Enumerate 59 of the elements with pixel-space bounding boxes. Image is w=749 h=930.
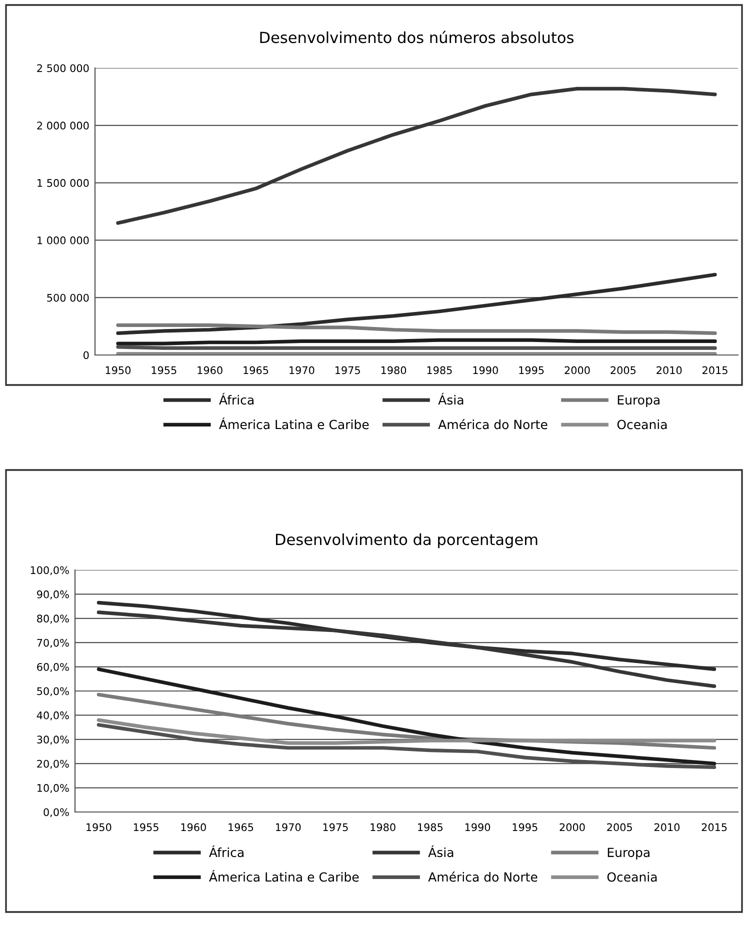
y-tick-label: 2 000 000	[37, 122, 89, 130]
legend-label: Oceania	[617, 420, 667, 430]
x-tick-label: 2015	[702, 366, 728, 374]
y-tick-label: 2 500 000	[37, 64, 89, 72]
legend-label: África	[209, 845, 244, 858]
y-tick-label: 1 500 000	[38, 179, 89, 187]
y-tick-label: 10,0%	[38, 784, 69, 793]
x-tick-label: 1975	[335, 366, 360, 374]
x-tick-label: 1980	[370, 823, 396, 832]
y-tick-label: 70,0%	[37, 638, 69, 648]
y-tick-label: 20,0%	[37, 760, 69, 769]
y-tick-label: 0,0%	[44, 808, 69, 818]
x-tick-label: 2005	[607, 823, 632, 832]
x-tick-label: 2010	[654, 823, 680, 832]
y-tick-label: 80,0%	[37, 614, 69, 624]
x-tick-label: 2005	[610, 366, 636, 374]
x-tick-label: 1955	[152, 366, 176, 374]
legend-label: América do Norte	[428, 872, 538, 882]
x-tick-label: 1990	[465, 823, 490, 832]
legend-label: América do Norte	[438, 419, 548, 430]
x-tick-label: 1965	[228, 823, 254, 832]
legend-label: Ásia	[438, 392, 464, 405]
y-tick-label: 1 000 000	[38, 236, 89, 244]
y-tick-label: 50,0%	[37, 687, 69, 696]
x-tick-label: 2000	[560, 823, 585, 832]
chart-title: Desenvolvimento dos números absolutos	[260, 30, 574, 44]
legend-label: Europa	[608, 848, 650, 860]
y-tick-label: 60,0%	[37, 663, 69, 672]
x-tick-label: 1955	[134, 823, 158, 832]
x-tick-label: 1960	[181, 823, 206, 832]
y-tick-label: 90,0%	[37, 590, 69, 600]
chart-title: Desenvolvimento da porcentagem	[276, 533, 538, 548]
y-tick-label: 30,0%	[37, 736, 69, 745]
legend-label: Oceania	[607, 872, 657, 882]
x-tick-label: 1970	[276, 823, 301, 832]
x-tick-label: 1970	[290, 366, 314, 374]
legend-label: Ámerica Latina e Caribe	[219, 417, 369, 430]
x-tick-label: 1995	[519, 366, 544, 374]
legend-label: Europa	[618, 395, 660, 408]
x-tick-label: 2010	[656, 366, 682, 374]
x-tick-label: 1950	[86, 823, 112, 832]
x-tick-label: 1995	[512, 823, 538, 832]
x-tick-label: 1975	[323, 823, 348, 832]
x-tick-label: 1950	[106, 366, 131, 374]
x-tick-label: 1980	[381, 366, 406, 374]
x-tick-label: 1990	[473, 366, 498, 374]
x-tick-label: 1985	[418, 823, 443, 832]
x-tick-label: 1960	[198, 366, 222, 374]
y-tick-label: 0	[84, 351, 89, 360]
y-tick-label: 100,0%	[30, 566, 69, 576]
y-tick-label: 40,0%	[36, 711, 69, 720]
x-tick-label: 2000	[564, 366, 590, 374]
x-tick-label: 2015	[702, 823, 727, 832]
legend-label: Ásia	[428, 845, 454, 858]
legend-label: África	[219, 392, 254, 405]
x-tick-label: 1965	[244, 366, 268, 374]
legend-label: Ámerica Latina e Caribe	[209, 870, 359, 882]
y-tick-label: 500 000	[47, 294, 89, 302]
x-tick-label: 1985	[427, 366, 452, 374]
